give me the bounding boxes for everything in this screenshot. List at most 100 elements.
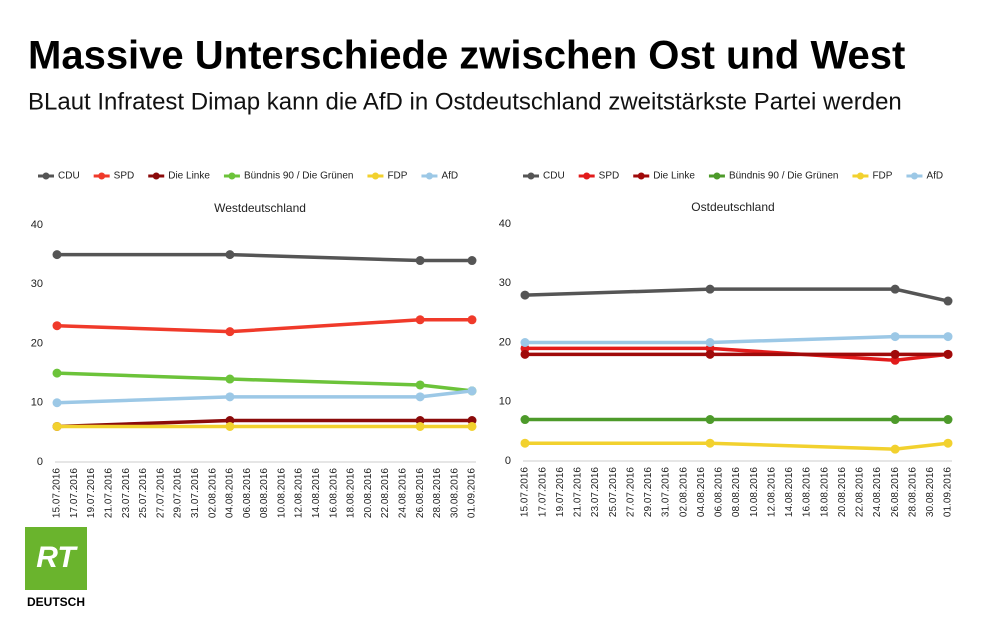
x-tick-label: 29.07.2016: [173, 468, 184, 518]
legend-label: Bündnis 90 / Die Grünen: [244, 171, 354, 182]
x-tick-label: 06.08.2016: [242, 468, 253, 518]
data-point: [520, 338, 530, 347]
x-tick-label: 04.08.2016: [696, 467, 707, 517]
y-tick-label: 10: [499, 396, 511, 408]
data-point: [890, 349, 900, 359]
data-point: [415, 421, 425, 431]
legend-label: SPD: [599, 171, 620, 182]
data-point: [705, 349, 715, 359]
x-tick-label: 12.08.2016: [294, 468, 305, 518]
y-tick-label: 30: [31, 278, 43, 290]
x-tick-label: 02.08.2016: [678, 467, 689, 517]
legend-marker: [583, 172, 591, 180]
data-point: [467, 256, 477, 266]
legend-marker: [98, 172, 106, 180]
x-tick-label: 16.08.2016: [328, 468, 339, 518]
x-tick-label: 01.09.2016: [943, 467, 954, 517]
data-point: [415, 392, 425, 402]
x-tick-label: 23.07.2016: [590, 467, 601, 517]
x-tick-label: 14.08.2016: [311, 468, 322, 518]
x-tick-label: 06.08.2016: [714, 467, 725, 517]
x-tick-label: 01.09.2016: [467, 468, 478, 518]
x-tick-label: 20.08.2016: [363, 468, 374, 518]
legend-marker: [152, 172, 160, 180]
x-tick-label: 28.08.2016: [907, 467, 918, 517]
legend-marker: [527, 172, 535, 180]
legend-label: Bündnis 90 / Die Grünen: [729, 171, 839, 182]
x-tick-label: 27.07.2016: [155, 468, 166, 518]
x-tick-label: 26.08.2016: [890, 467, 901, 517]
legend-marker: [425, 172, 433, 180]
legend-label: AfD: [926, 171, 943, 182]
series-line: [524, 287, 949, 303]
x-tick-label: 19.07.2016: [555, 467, 566, 517]
y-tick-label: 10: [31, 397, 43, 409]
x-tick-label: 14.08.2016: [784, 467, 795, 517]
x-tick-label: 17.07.2016: [69, 468, 80, 518]
page-subtitle: BLaut Infratest Dimap kann die AfD in Os…: [28, 88, 902, 115]
x-tick-label: 21.07.2016: [104, 468, 115, 518]
x-tick-label: 23.07.2016: [121, 468, 132, 518]
legend-marker: [910, 172, 918, 180]
legend-label: AfD: [441, 171, 458, 182]
x-tick-label: 31.07.2016: [190, 468, 201, 518]
data-point: [943, 296, 953, 306]
x-tick-label: 24.08.2016: [397, 468, 408, 518]
data-point: [415, 315, 425, 325]
x-tick-label: 08.08.2016: [259, 468, 270, 518]
x-tick-label: 26.08.2016: [415, 468, 426, 518]
x-tick-label: 12.08.2016: [766, 467, 777, 517]
chart-title: Westdeutschland: [214, 201, 306, 215]
page-title: Massive Unterschiede zwischen Ost und We…: [28, 34, 905, 78]
logo-text: RT: [36, 541, 78, 574]
x-tick-label: 17.07.2016: [537, 467, 548, 517]
data-point: [467, 421, 477, 431]
x-tick-label: 16.08.2016: [802, 467, 813, 517]
x-tick-label: 18.08.2016: [819, 467, 830, 517]
x-tick-label: 15.07.2016: [520, 467, 531, 517]
y-tick-label: 40: [31, 219, 43, 231]
data-point: [52, 421, 62, 431]
data-point: [415, 380, 425, 390]
legend-label: CDU: [58, 171, 80, 182]
legend-marker: [856, 172, 864, 180]
x-tick-label: 21.07.2016: [573, 467, 584, 517]
x-tick-label: 02.08.2016: [207, 468, 218, 518]
series-line: [56, 318, 472, 334]
data-point: [52, 368, 62, 378]
series-line: [56, 418, 472, 429]
legend-marker: [228, 172, 236, 180]
data-point: [52, 398, 62, 408]
x-tick-label: 31.07.2016: [661, 467, 672, 517]
data-point: [225, 327, 235, 337]
data-point: [705, 284, 715, 294]
x-tick-label: 25.07.2016: [138, 468, 149, 518]
data-point: [890, 284, 900, 294]
data-point: [52, 321, 62, 331]
data-point: [943, 332, 953, 342]
data-point: [705, 415, 715, 425]
y-tick-label: 20: [499, 336, 511, 348]
data-point: [705, 338, 715, 347]
data-point: [520, 290, 530, 300]
legend-label: SPD: [114, 171, 135, 182]
x-tick-label: 18.08.2016: [346, 468, 357, 518]
x-tick-label: 15.07.2016: [52, 468, 63, 518]
y-tick-label: 0: [37, 456, 43, 468]
x-tick-label: 20.08.2016: [837, 467, 848, 517]
x-tick-label: 27.07.2016: [625, 467, 636, 517]
data-point: [943, 349, 953, 359]
data-point: [890, 332, 900, 342]
legend-label: Die Linke: [168, 171, 210, 182]
data-point: [520, 415, 530, 425]
data-point: [890, 415, 900, 425]
legend-marker: [713, 172, 721, 180]
x-tick-label: 22.08.2016: [380, 468, 391, 518]
y-tick-label: 20: [31, 337, 43, 349]
y-tick-label: 30: [499, 277, 511, 289]
y-tick-label: 0: [505, 455, 511, 467]
data-point: [467, 315, 477, 325]
legend-marker: [371, 172, 379, 180]
legend-label: CDU: [543, 171, 565, 182]
